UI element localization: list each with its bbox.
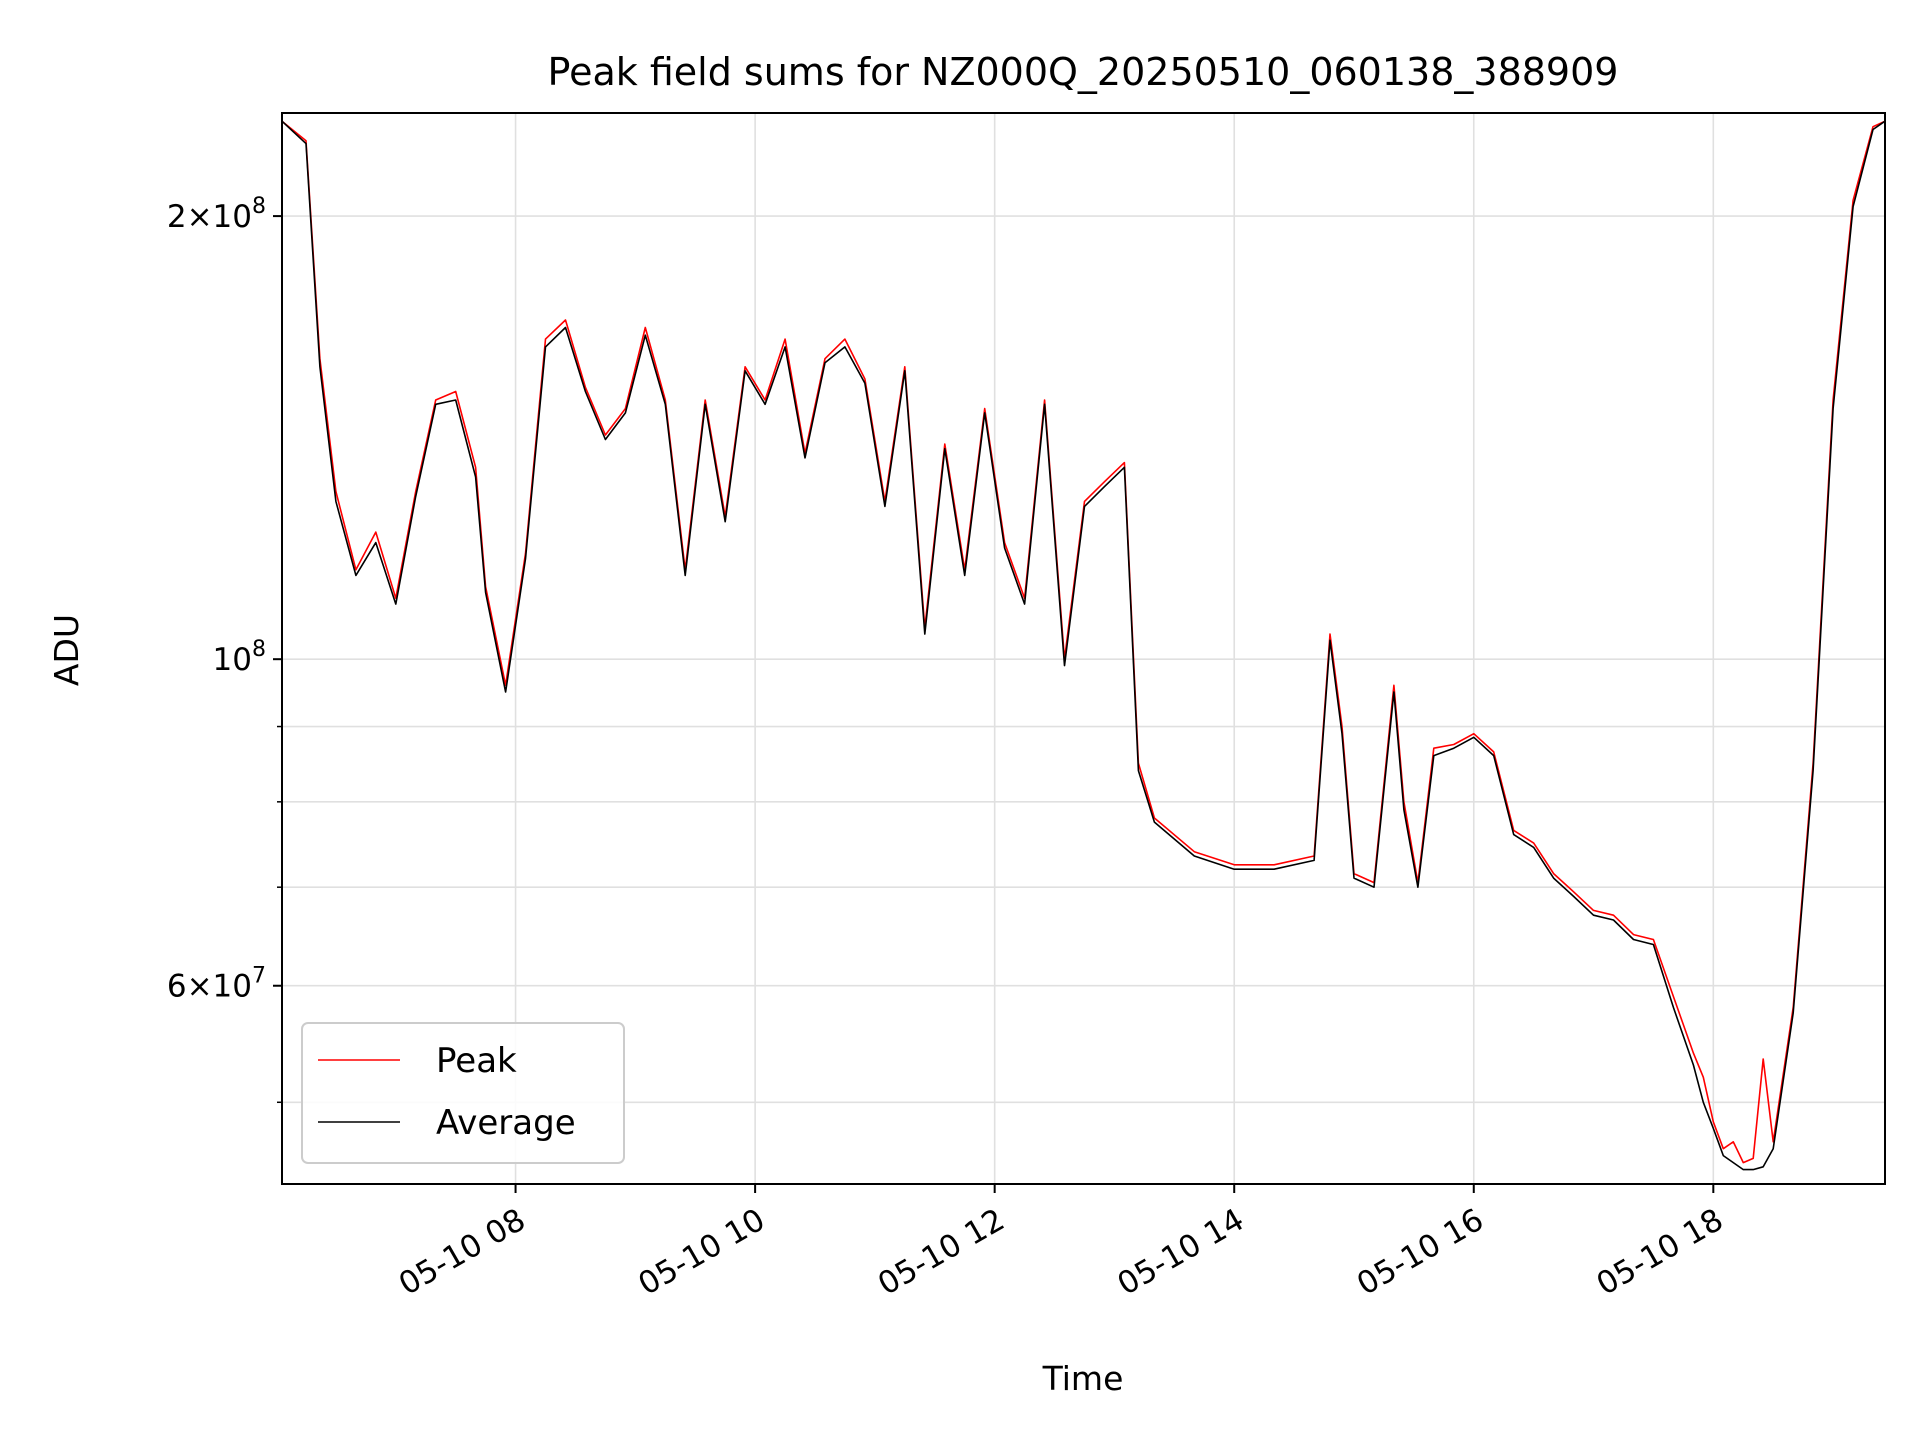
legend-label-average: Average [436,1103,576,1143]
x-tick-label: 05-10 16 [1351,1202,1490,1303]
chart-title: Peak field sums for NZ000Q_20250510_0601… [548,50,1619,94]
x-axis-label: Time [1042,1359,1124,1398]
x-tick-label: 05-10 08 [393,1202,532,1303]
y-axis: 6×107 108 2×108 [167,194,282,1104]
x-tick-label: 05-10 10 [632,1202,771,1303]
series-line-average [281,120,1886,1171]
legend-box [301,1022,625,1164]
x-tick-label: 05-10 14 [1112,1202,1251,1303]
x-tick-label: 05-10 12 [872,1202,1011,1303]
legend-label-peak: Peak [436,1041,517,1081]
legend: Peak Average [301,1022,625,1164]
y-tick-label: 6×107 [167,964,266,1005]
x-axis: 05-10 08 05-10 10 05-10 12 05-10 14 05-10 16… [393,1184,1729,1303]
y-tick-label: 2×108 [167,194,266,235]
grid-layer [282,113,1885,1184]
series-layer [281,120,1886,1171]
plot-frame [281,112,1886,1185]
x-tick-label: 05-10 18 [1591,1202,1730,1303]
y-axis-label: ADU [47,614,86,686]
y-tick-label: 108 [213,637,266,678]
series-line-peak [281,120,1886,1164]
